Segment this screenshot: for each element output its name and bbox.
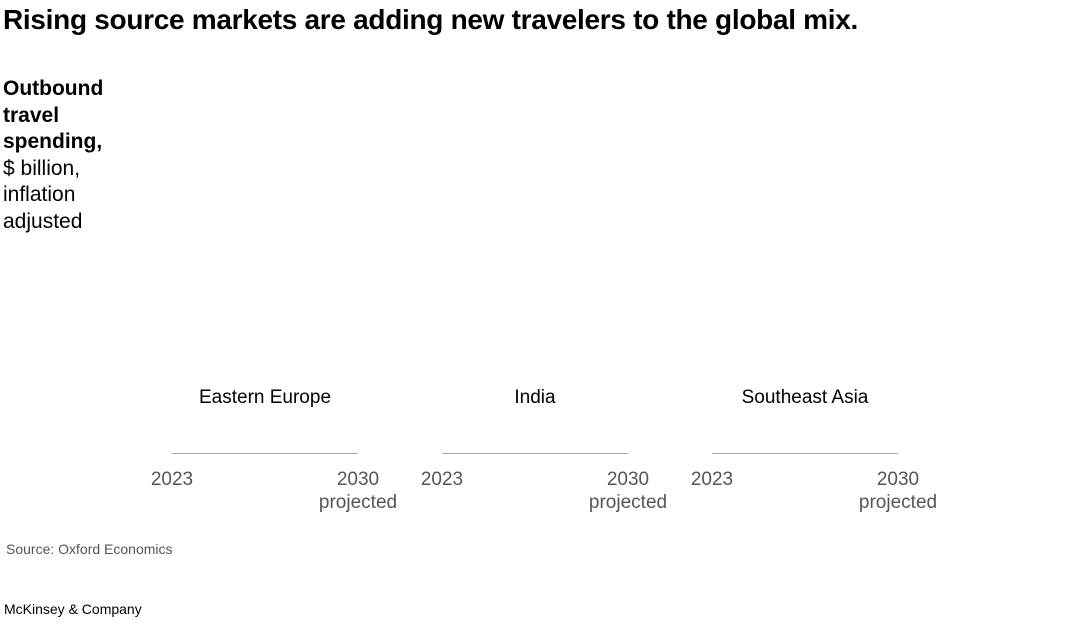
brand: McKinsey & Company	[4, 601, 142, 617]
x-tick-note: projected	[858, 492, 938, 513]
x-axis-line	[442, 453, 628, 454]
y-label-bold: Outbound travel spending,	[3, 77, 104, 153]
chart-title: Rising source markets are adding new tra…	[3, 4, 858, 35]
x-axis-line	[712, 453, 898, 454]
panel-title: India	[514, 387, 556, 408]
x-tick-label: 2023	[150, 469, 194, 490]
x-tick-label: 2030	[336, 469, 380, 490]
panel-title: Southeast Asia	[741, 387, 869, 408]
x-tick-label: 2030	[876, 469, 920, 490]
x-tick-label: 2023	[420, 469, 464, 490]
x-tick-label: 2030	[606, 469, 650, 490]
x-tick-label: 2023	[690, 469, 734, 490]
panel-title: Eastern Europe	[198, 387, 332, 408]
y-label-unit: $ billion, inflation adjusted	[3, 156, 83, 233]
x-tick-note: projected	[588, 492, 668, 513]
y-axis-label: Outbound travel spending, $ billion, inf…	[3, 76, 118, 235]
source: Source: Oxford Economics	[6, 541, 173, 557]
x-tick-note: projected	[318, 492, 398, 513]
x-axis-line	[172, 453, 358, 454]
